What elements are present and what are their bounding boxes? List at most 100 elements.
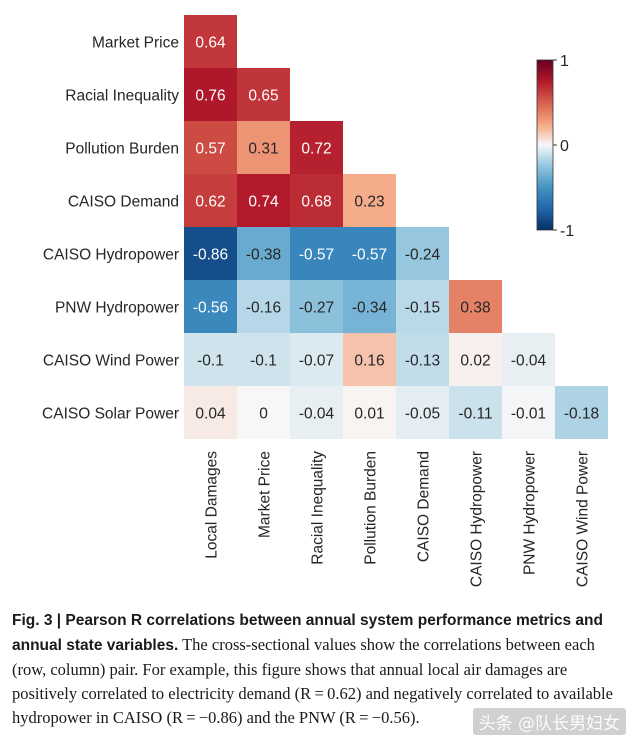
cell-value-label: -0.24 <box>405 247 441 264</box>
heatmap-cell <box>237 333 290 386</box>
heatmap-cell <box>396 333 449 386</box>
heatmap-cell <box>555 386 608 439</box>
caption-title: Fig. 3 | Pearson R correlations between … <box>12 612 603 654</box>
column-label: CAISO Hydropower <box>469 451 486 587</box>
heatmap-cell <box>237 121 290 174</box>
cell-value-label: 0.02 <box>460 353 490 370</box>
cell-value-label: -0.1 <box>197 353 224 370</box>
row-label: CAISO Solar Power <box>42 406 179 423</box>
heatmap-cell <box>184 386 237 439</box>
heatmap-cell <box>184 15 237 68</box>
heatmap-cell <box>184 333 237 386</box>
heatmap-cell <box>343 280 396 333</box>
cell-value-label: 0.23 <box>354 194 384 211</box>
column-label: Local Damages <box>204 451 221 559</box>
cell-value-label: -0.86 <box>193 247 228 264</box>
cell-value-label: 0.38 <box>460 300 490 317</box>
column-label: CAISO Wind Power <box>575 451 592 587</box>
column-labels: Local Damages Market Price Racial Inequali… <box>204 451 592 587</box>
heatmap-cell <box>449 333 502 386</box>
cell-value-label: -0.57 <box>299 247 334 264</box>
cell-value-label: -0.04 <box>299 406 335 423</box>
cell-value-label: 0.01 <box>354 406 384 423</box>
heatmap-cell <box>237 68 290 121</box>
heatmap-cell <box>184 280 237 333</box>
heatmap-cell <box>396 280 449 333</box>
column-label: Racial Inequality <box>310 451 327 565</box>
cell-value-label: -0.38 <box>246 247 281 264</box>
row-label: PNW Hydropower <box>55 300 179 317</box>
cell-value-label: -0.07 <box>299 353 334 370</box>
heatmap-cell <box>237 386 290 439</box>
column-label: PNW Hydropower <box>522 451 539 575</box>
heatmap-cell <box>396 386 449 439</box>
colorbar-tick-label: 0 <box>560 138 569 155</box>
cell-value-label: 0.65 <box>248 88 278 105</box>
cell-value-label: -0.16 <box>246 300 281 317</box>
colorbar-gradient <box>536 59 554 231</box>
heatmap-cell <box>237 227 290 280</box>
cell-value-label: 0.64 <box>195 35 226 52</box>
cell-value-label: -0.13 <box>405 353 440 370</box>
cell-value-label: 0.62 <box>195 194 225 211</box>
cell-value-label: -0.1 <box>250 353 277 370</box>
heatmap-cell <box>237 280 290 333</box>
column-label: CAISO Demand <box>416 451 433 562</box>
heatmap-cell <box>237 174 290 227</box>
cell-value-label: -0.11 <box>458 406 492 423</box>
cell-value-label: 0 <box>259 406 268 423</box>
heatmap-cell <box>343 386 396 439</box>
heatmap-cell <box>184 68 237 121</box>
column-label: Pollution Burden <box>363 451 380 565</box>
cell-value-label: 0.72 <box>301 141 331 158</box>
row-label: CAISO Hydropower <box>43 247 179 264</box>
heatmap-cell <box>343 333 396 386</box>
heatmap-cell <box>290 121 343 174</box>
heatmap-cell <box>290 280 343 333</box>
cell-value-label: 0.04 <box>195 406 226 423</box>
heatmap-cell <box>343 227 396 280</box>
heatmap-cell <box>449 386 502 439</box>
heatmap-cell <box>184 121 237 174</box>
column-label: Market Price <box>257 451 274 538</box>
cell-value-label: 0.74 <box>248 194 279 211</box>
cell-value-label: 0.68 <box>301 194 331 211</box>
row-label: CAISO Wind Power <box>43 353 179 370</box>
cell-value-label: -0.18 <box>564 406 599 423</box>
heatmap-cell <box>290 386 343 439</box>
heatmap-cell <box>290 227 343 280</box>
cell-value-label: 0.57 <box>195 141 225 158</box>
cell-value-label: -0.57 <box>352 247 387 264</box>
caption-text: The cross-sectional values show the corr… <box>12 635 613 727</box>
correlation-heatmap: 0.64 0.76 0.65 0.57 0.31 0.72 0.62 0.74 0.68 0.23… <box>42 15 608 587</box>
cell-value-label: -0.27 <box>299 300 334 317</box>
cell-value-label: -0.05 <box>405 406 440 423</box>
heatmap-cell <box>290 333 343 386</box>
heatmap-cell <box>449 280 502 333</box>
row-label: Market Price <box>92 35 179 52</box>
heatmap-cells: 0.64 0.76 0.65 0.57 0.31 0.72 0.62 0.74 0.68 0.23… <box>184 15 608 439</box>
heatmap-cell <box>502 333 555 386</box>
colorbar-tick-label: -1 <box>560 223 574 240</box>
cell-value-label: -0.15 <box>405 300 440 317</box>
heatmap-cell <box>184 227 237 280</box>
cell-value-label: -0.56 <box>193 300 228 317</box>
heatmap-cell <box>184 174 237 227</box>
watermark: 头条 @队长男妇女 <box>472 708 626 735</box>
cell-value-label: -0.04 <box>511 353 547 370</box>
figure-caption: Fig. 3 | Pearson R correlations between … <box>12 608 632 730</box>
heatmap-cell <box>290 174 343 227</box>
heatmap-cell <box>502 386 555 439</box>
cell-value-label: 0.31 <box>248 141 278 158</box>
colorbar-tick-label: 1 <box>560 53 569 70</box>
cell-value-label: -0.34 <box>352 300 388 317</box>
row-label: Racial Inequality <box>65 88 179 105</box>
colorbar: 1 0 -1 <box>536 53 574 240</box>
row-label: CAISO Demand <box>68 194 179 211</box>
cell-value-label: 0.76 <box>195 88 225 105</box>
heatmap-cell <box>343 174 396 227</box>
cell-value-label: -0.01 <box>511 406 546 423</box>
row-labels: Market Price Racial Inequality Pollution B… <box>42 35 179 423</box>
cell-value-label: 0.16 <box>354 353 384 370</box>
heatmap-cell <box>396 227 449 280</box>
